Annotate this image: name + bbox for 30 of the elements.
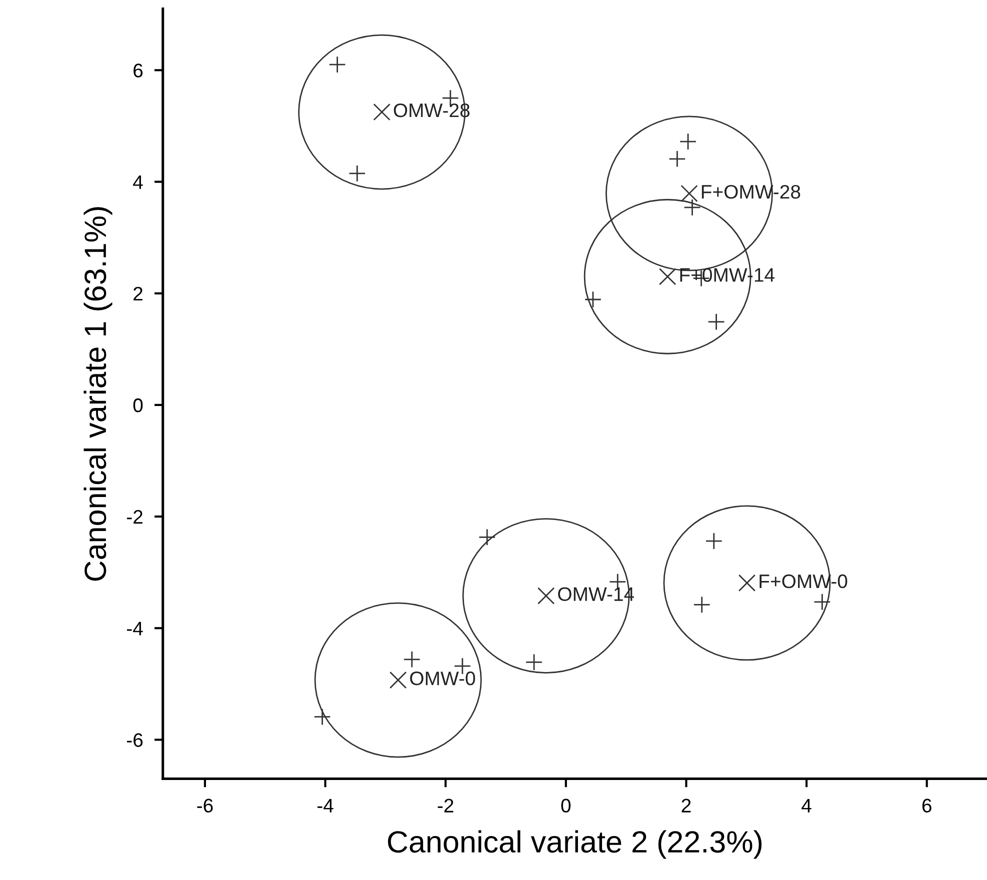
y-tick-label: -6	[126, 733, 143, 747]
y-tick-label: 2	[134, 286, 142, 300]
y-axis-title: Canonical variate 1 (63.1%)	[84, 207, 112, 581]
point	[814, 593, 831, 611]
x-tick-label: -4	[317, 798, 334, 812]
y-tick-label: 6	[134, 64, 143, 78]
x-tick-label: -2	[438, 798, 454, 812]
x-tick-label: 6	[922, 798, 932, 813]
x-tick-label: 2	[682, 798, 691, 812]
point	[314, 602, 482, 758]
point	[478, 528, 496, 546]
point	[693, 596, 710, 614]
y-tick-label: 4	[133, 175, 143, 189]
annotation: OMW-0	[410, 671, 476, 686]
point	[403, 650, 421, 668]
point	[525, 654, 543, 671]
point	[705, 532, 722, 550]
x-tick-label: 0	[561, 798, 571, 813]
y-tick-label: 0	[133, 398, 143, 412]
point	[679, 132, 697, 150]
x-tick-label: -6	[197, 798, 213, 813]
y-tick-label: -2	[126, 510, 142, 524]
point	[348, 164, 366, 182]
x-tick-label: 4	[802, 798, 812, 812]
point	[584, 290, 602, 308]
point	[328, 56, 346, 74]
point	[684, 198, 701, 216]
point	[668, 150, 686, 168]
x-axis-title: Canonical variate 2 (22.3%)	[388, 830, 762, 859]
y-tick-label: -4	[126, 622, 143, 636]
